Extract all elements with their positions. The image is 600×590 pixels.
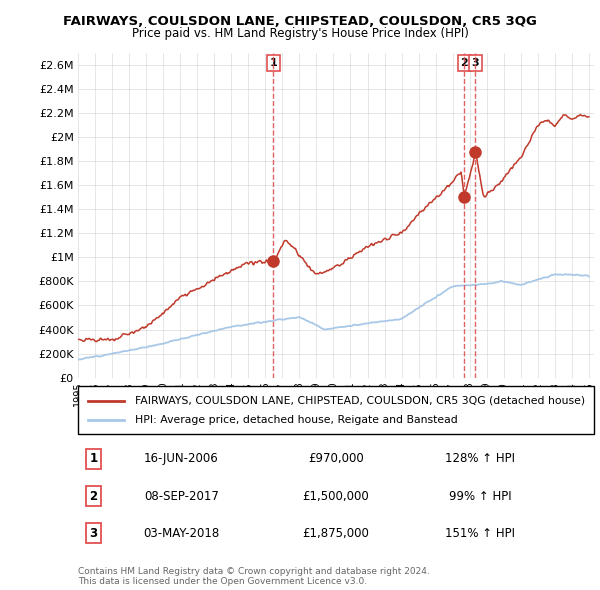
Text: HPI: Average price, detached house, Reigate and Banstead: HPI: Average price, detached house, Reig… bbox=[135, 415, 458, 425]
Text: 151% ↑ HPI: 151% ↑ HPI bbox=[445, 527, 515, 540]
Text: 08-SEP-2017: 08-SEP-2017 bbox=[144, 490, 218, 503]
Text: 128% ↑ HPI: 128% ↑ HPI bbox=[445, 453, 515, 466]
Text: 03-MAY-2018: 03-MAY-2018 bbox=[143, 527, 220, 540]
Text: 16-JUN-2006: 16-JUN-2006 bbox=[144, 453, 218, 466]
Text: 99% ↑ HPI: 99% ↑ HPI bbox=[449, 490, 512, 503]
Text: £970,000: £970,000 bbox=[308, 453, 364, 466]
Text: £1,500,000: £1,500,000 bbox=[302, 490, 370, 503]
Text: £1,875,000: £1,875,000 bbox=[302, 527, 370, 540]
Text: FAIRWAYS, COULSDON LANE, CHIPSTEAD, COULSDON, CR5 3QG (detached house): FAIRWAYS, COULSDON LANE, CHIPSTEAD, COUL… bbox=[135, 396, 585, 405]
Text: Contains HM Land Registry data © Crown copyright and database right 2024.
This d: Contains HM Land Registry data © Crown c… bbox=[78, 566, 430, 586]
Text: 2: 2 bbox=[461, 58, 468, 68]
Text: 2: 2 bbox=[89, 490, 98, 503]
Text: FAIRWAYS, COULSDON LANE, CHIPSTEAD, COULSDON, CR5 3QG: FAIRWAYS, COULSDON LANE, CHIPSTEAD, COUL… bbox=[63, 15, 537, 28]
Text: 1: 1 bbox=[269, 58, 277, 68]
Text: Price paid vs. HM Land Registry's House Price Index (HPI): Price paid vs. HM Land Registry's House … bbox=[131, 27, 469, 40]
Text: 3: 3 bbox=[472, 58, 479, 68]
Text: 1: 1 bbox=[89, 453, 98, 466]
Text: 3: 3 bbox=[89, 527, 98, 540]
